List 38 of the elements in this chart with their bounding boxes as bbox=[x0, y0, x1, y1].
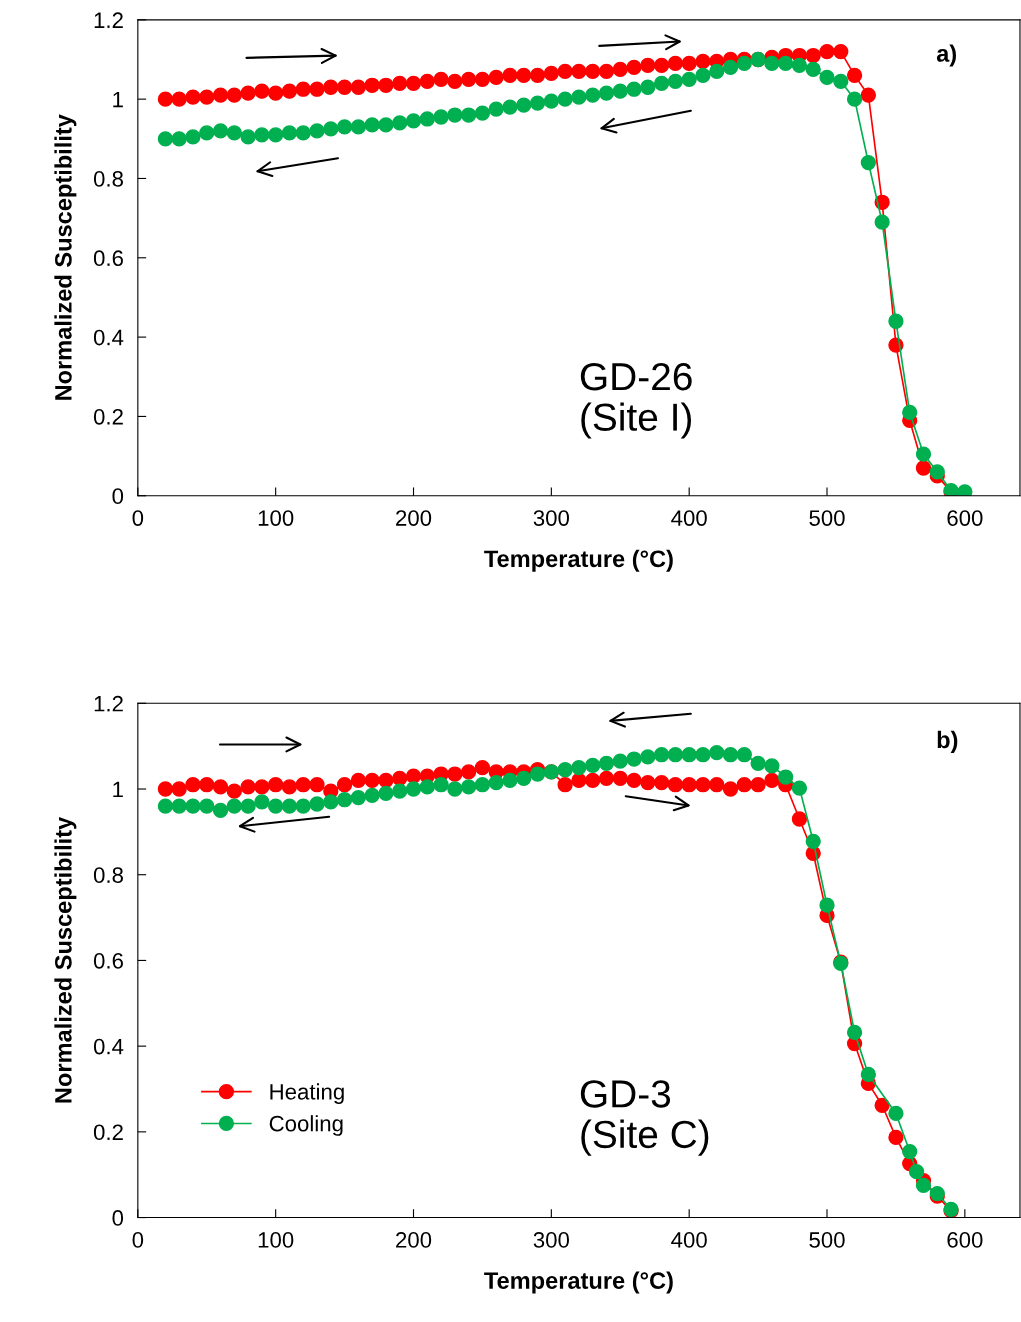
x-tick-label: 100 bbox=[258, 1232, 294, 1248]
y-tick-label: 1.2 bbox=[94, 695, 123, 712]
x-tick-label: 400 bbox=[671, 510, 707, 526]
y-tick-label: 0 bbox=[112, 488, 124, 505]
x-tick-label: 300 bbox=[533, 510, 570, 526]
x-tick-label: 500 bbox=[809, 1232, 845, 1248]
y-tick-label: 1.2 bbox=[94, 12, 123, 28]
x-axis-title: Temperature (°C) bbox=[484, 1271, 673, 1294]
y-tick-label: 0 bbox=[112, 1210, 124, 1226]
y-tick-label: 0.6 bbox=[93, 250, 123, 267]
annotation: GD-3 (Site C) bbox=[580, 1080, 709, 1156]
x-tick-label: 0 bbox=[132, 1232, 144, 1248]
y-axis-title: Normalized Susceptibility bbox=[54, 114, 77, 400]
x-axis-title: Temperature (°C) bbox=[484, 549, 673, 572]
x-tick-label: 600 bbox=[947, 510, 983, 526]
x-tick-label: 0 bbox=[132, 510, 144, 526]
y-tick-label: 1 bbox=[113, 91, 123, 108]
legend-label: Cooling bbox=[269, 1115, 343, 1136]
y-tick-label: 1 bbox=[113, 781, 123, 798]
x-tick-label: 100 bbox=[258, 510, 294, 526]
legend-label: Heating bbox=[270, 1083, 344, 1105]
x-tick-label: 600 bbox=[947, 1232, 983, 1248]
y-tick-label: 0.8 bbox=[93, 171, 123, 187]
x-tick-label: 200 bbox=[396, 510, 432, 526]
x-tick-label: 500 bbox=[809, 510, 845, 526]
x-tick-label: 400 bbox=[671, 1232, 707, 1248]
y-tick-label: 0.4 bbox=[93, 1038, 124, 1055]
annotation: GD-26 (Site I) bbox=[580, 362, 692, 439]
y-tick-label: 0.6 bbox=[93, 952, 123, 969]
annotation: a) bbox=[936, 44, 956, 67]
y-tick-label: 0.2 bbox=[93, 1124, 123, 1141]
annotation: b) bbox=[937, 730, 958, 753]
y-axis-title: Normalized Susceptibility bbox=[54, 816, 77, 1103]
y-tick-label: 0.4 bbox=[93, 329, 124, 346]
x-tick-label: 300 bbox=[533, 1232, 570, 1248]
x-tick-label: 200 bbox=[396, 1232, 432, 1248]
y-tick-label: 0.2 bbox=[93, 408, 123, 425]
y-tick-label: 0.8 bbox=[93, 867, 123, 883]
